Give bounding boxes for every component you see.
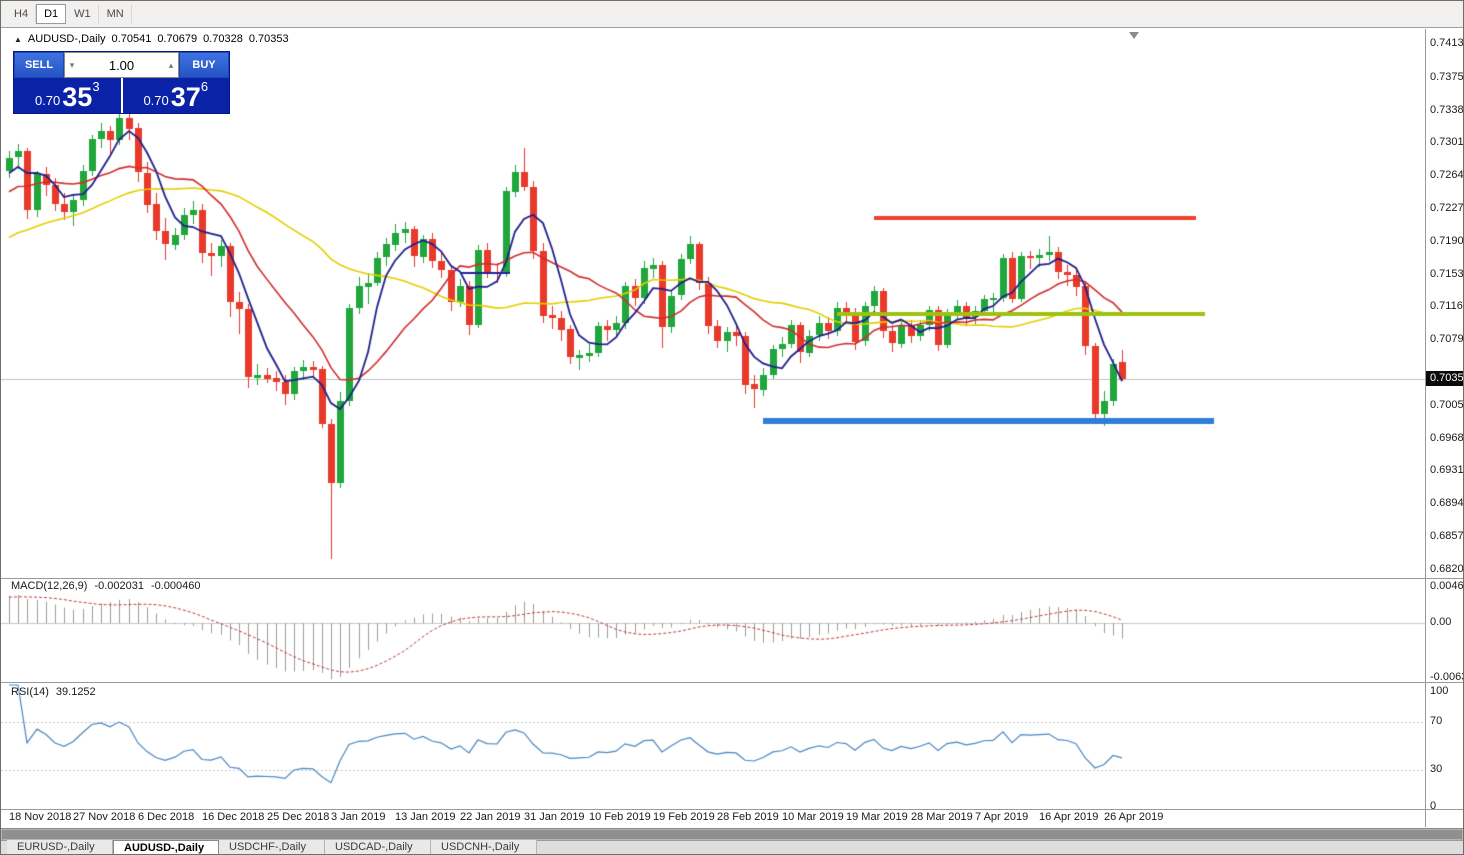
sell-price-prefix: 0.70 <box>34 93 61 108</box>
trade-panel-divider <box>120 78 123 113</box>
timeframe-button-d1[interactable]: D1 <box>36 4 67 24</box>
chart-tab-usdchf-daily[interactable]: USDCHF-,Daily <box>219 840 325 854</box>
scrollbar-thumb[interactable] <box>2 830 1462 839</box>
rsi-scale-label: 100 <box>1430 685 1449 697</box>
time-axis-label: 3 Jan 2019 <box>331 811 386 823</box>
buy-price-display[interactable]: 0.70 37 6 <box>123 78 230 113</box>
time-axis-label: 16 Apr 2019 <box>1039 811 1099 823</box>
time-axis-label: 7 Apr 2019 <box>975 811 1029 823</box>
one-click-trade-panel: SELL ▾ 1.00 ▴ BUY 0.70 35 3 0.70 37 6 <box>13 51 230 114</box>
volume-increase-button[interactable]: ▴ <box>168 59 174 70</box>
macd-scale-label: 0.004694 <box>1430 580 1464 592</box>
chart-shift-marker-icon[interactable] <box>1129 32 1139 39</box>
ohlc-open: 0.70541 <box>111 33 152 45</box>
time-axis-label: 10 Mar 2019 <box>782 811 844 823</box>
horizontal-scrollbar[interactable] <box>1 828 1463 840</box>
rsi-title: RSI(14) <box>11 686 49 698</box>
time-axis-label: 28 Mar 2019 <box>911 811 973 823</box>
chart-tab-audusd-daily[interactable]: AUDUSD-,Daily <box>113 840 219 854</box>
pane-separator <box>1 809 1463 810</box>
time-axis-label: 18 Nov 2018 <box>9 811 72 823</box>
volume-value[interactable]: 1.00 <box>108 57 135 73</box>
volume-decrease-button[interactable]: ▾ <box>69 59 75 70</box>
sell-price-main: 35 <box>62 82 93 112</box>
sell-button[interactable]: SELL <box>14 52 64 78</box>
time-axis-label: 26 Apr 2019 <box>1104 811 1164 823</box>
rsi-scale-label: 30 <box>1430 763 1443 775</box>
time-axis-label: 19 Feb 2019 <box>653 811 715 823</box>
pane-separator[interactable] <box>1 578 1463 579</box>
chart-ohlc-readout: ▲ AUDUSD-,Daily 0.70541 0.70679 0.70328 … <box>14 33 289 45</box>
time-axis-label: 31 Jan 2019 <box>524 811 585 823</box>
timeframe-button-h4[interactable]: H4 <box>6 4 37 24</box>
timeframe-button-w1[interactable]: W1 <box>66 4 99 24</box>
chart-tab-eurusd-daily[interactable]: EURUSD-,Daily <box>7 840 113 854</box>
pane-separator[interactable] <box>1 682 1463 683</box>
ohlc-high: 0.70679 <box>157 33 198 45</box>
price-chart-canvas[interactable] <box>1 29 1463 827</box>
price-scale-column[interactable] <box>1425 29 1463 827</box>
sell-price-sup: 3 <box>92 79 100 94</box>
sell-price-display[interactable]: 0.70 35 3 <box>14 78 121 113</box>
volume-control: ▾ 1.00 ▴ <box>64 52 179 78</box>
rsi-scale-label: 0 <box>1430 800 1437 812</box>
macd-scale-label: -0.00639 <box>1430 671 1463 683</box>
one-click-collapse-icon[interactable]: ▲ <box>14 34 22 44</box>
time-axis-label: 13 Jan 2019 <box>395 811 456 823</box>
macd-scale-label: 0.00 <box>1430 616 1452 628</box>
buy-price-main: 37 <box>170 82 201 112</box>
time-axis-label: 6 Dec 2018 <box>138 811 195 823</box>
buy-price-prefix: 0.70 <box>143 93 169 108</box>
timeframe-button-mn[interactable]: MN <box>99 4 132 24</box>
rsi-value: 39.1252 <box>55 686 96 698</box>
chart-tab-bar: EURUSD-,Daily AUDUSD-,Daily USDCHF-,Daily U… <box>1 840 1463 854</box>
macd-indicator-label: MACD(12,26,9) -0.002031 -0.000460 <box>11 580 201 592</box>
rsi-indicator-label: RSI(14) 39.1252 <box>11 686 96 698</box>
macd-value-main: -0.002031 <box>94 580 144 592</box>
current-price-badge: 0.70353 <box>1426 371 1463 386</box>
chart-tab-usdcad-daily[interactable]: USDCAD-,Daily <box>325 840 431 854</box>
buy-price-sup: 6 <box>200 79 209 94</box>
symbol-title: AUDUSD-,Daily <box>27 33 106 45</box>
buy-button[interactable]: BUY <box>179 52 229 78</box>
time-axis-label: 16 Dec 2018 <box>202 811 265 823</box>
macd-title: MACD(12,26,9) <box>11 580 88 592</box>
ohlc-close: 0.70353 <box>248 33 289 45</box>
ohlc-low: 0.70328 <box>203 33 243 45</box>
rsi-scale-label: 70 <box>1430 715 1443 727</box>
timeframe-toolbar: H4 D1 W1 MN <box>1 1 1463 28</box>
time-axis-label: 25 Dec 2018 <box>267 811 330 823</box>
time-axis-label: 22 Jan 2019 <box>460 811 521 823</box>
time-axis-label: 19 Mar 2019 <box>846 811 908 823</box>
time-axis-label: 27 Nov 2018 <box>73 811 136 823</box>
chart-tab-usdcnh-daily[interactable]: USDCNH-,Daily <box>431 840 537 854</box>
time-axis-label: 10 Feb 2019 <box>589 811 651 823</box>
time-axis-label: 28 Feb 2019 <box>717 811 779 823</box>
macd-value-signal: -0.000460 <box>150 580 201 592</box>
